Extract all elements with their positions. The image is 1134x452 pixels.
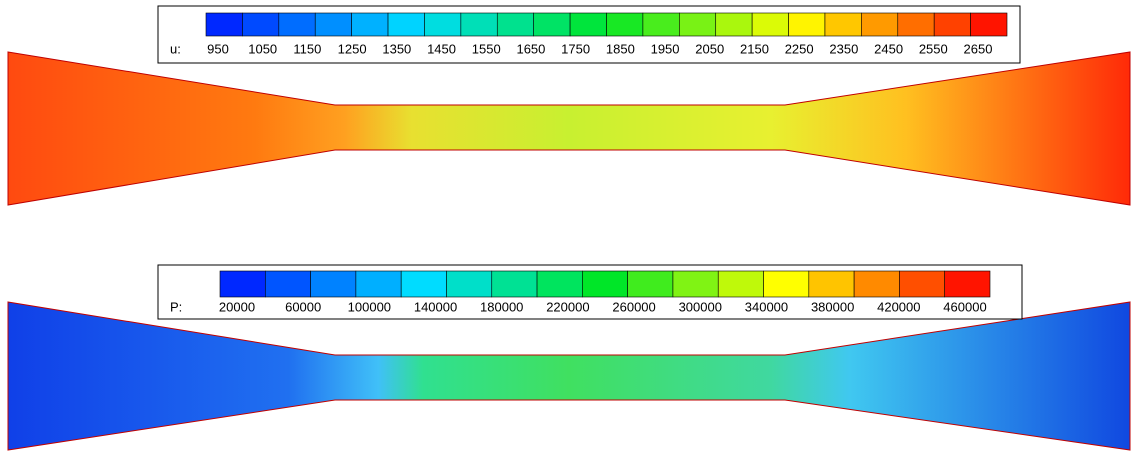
level-label: 1050 xyxy=(248,41,277,56)
nozzle-p xyxy=(7,301,1131,451)
level-label: 2350 xyxy=(829,41,858,56)
level-label: 220000 xyxy=(546,299,589,314)
color-band xyxy=(424,12,462,37)
color-band xyxy=(264,270,311,298)
color-band xyxy=(824,12,862,37)
color-band xyxy=(672,270,719,298)
level-label: 1850 xyxy=(606,41,635,56)
color-band xyxy=(355,270,402,298)
color-band xyxy=(496,12,534,37)
color-band xyxy=(717,270,764,298)
color-band xyxy=(387,12,425,37)
color-band xyxy=(642,12,680,37)
level-label: 1150 xyxy=(293,41,321,56)
level-label: 380000 xyxy=(811,299,854,314)
color-band xyxy=(606,12,644,37)
color-band xyxy=(446,270,493,298)
color-band xyxy=(763,270,810,298)
color-band xyxy=(679,12,717,37)
level-label: 100000 xyxy=(348,299,391,314)
level-label: 1450 xyxy=(427,41,456,56)
color-band xyxy=(219,270,266,298)
level-label: 950 xyxy=(207,41,229,56)
level-label: 20000 xyxy=(219,299,255,314)
color-band xyxy=(627,270,674,298)
color-band xyxy=(314,12,352,37)
color-band xyxy=(899,270,946,298)
level-label: 1250 xyxy=(338,41,367,56)
color-band xyxy=(242,12,280,37)
color-band xyxy=(970,12,1008,37)
color-band xyxy=(205,12,243,37)
level-label: 300000 xyxy=(679,299,722,314)
color-band xyxy=(944,270,991,298)
level-label: 1750 xyxy=(561,41,590,56)
level-label: 1950 xyxy=(651,41,680,56)
level-label: 340000 xyxy=(745,299,788,314)
level-label: 260000 xyxy=(612,299,655,314)
level-label: 420000 xyxy=(877,299,920,314)
level-label: 1650 xyxy=(516,41,545,56)
color-band xyxy=(491,270,538,298)
color-band xyxy=(897,12,935,37)
level-label: 460000 xyxy=(943,299,986,314)
color-band xyxy=(460,12,498,37)
level-label: 1350 xyxy=(382,41,411,56)
color-band xyxy=(861,12,899,37)
color-band xyxy=(751,12,789,37)
color-band xyxy=(278,12,316,37)
color-band xyxy=(933,12,971,37)
level-label: 2550 xyxy=(919,41,948,56)
color-band xyxy=(351,12,389,37)
variable-label: u: xyxy=(170,41,181,56)
color-band xyxy=(582,270,628,298)
variable-label: P: xyxy=(170,299,182,314)
level-label: 2650 xyxy=(964,41,993,56)
color-band xyxy=(808,270,855,298)
level-label: 2450 xyxy=(874,41,903,56)
color-band xyxy=(310,270,357,298)
color-band xyxy=(400,270,447,298)
color-band xyxy=(533,12,571,37)
color-band xyxy=(788,12,826,37)
color-band xyxy=(536,270,583,298)
color-band xyxy=(853,270,900,298)
level-label: 140000 xyxy=(414,299,457,314)
level-label: 2250 xyxy=(785,41,814,56)
color-band xyxy=(715,12,753,37)
level-label: 1550 xyxy=(472,41,501,56)
color-band xyxy=(569,12,607,37)
level-label: 2050 xyxy=(695,41,724,56)
level-label: 180000 xyxy=(480,299,523,314)
nozzle-u xyxy=(7,51,1131,206)
level-label: 2150 xyxy=(740,41,769,56)
level-label: 60000 xyxy=(285,299,321,314)
